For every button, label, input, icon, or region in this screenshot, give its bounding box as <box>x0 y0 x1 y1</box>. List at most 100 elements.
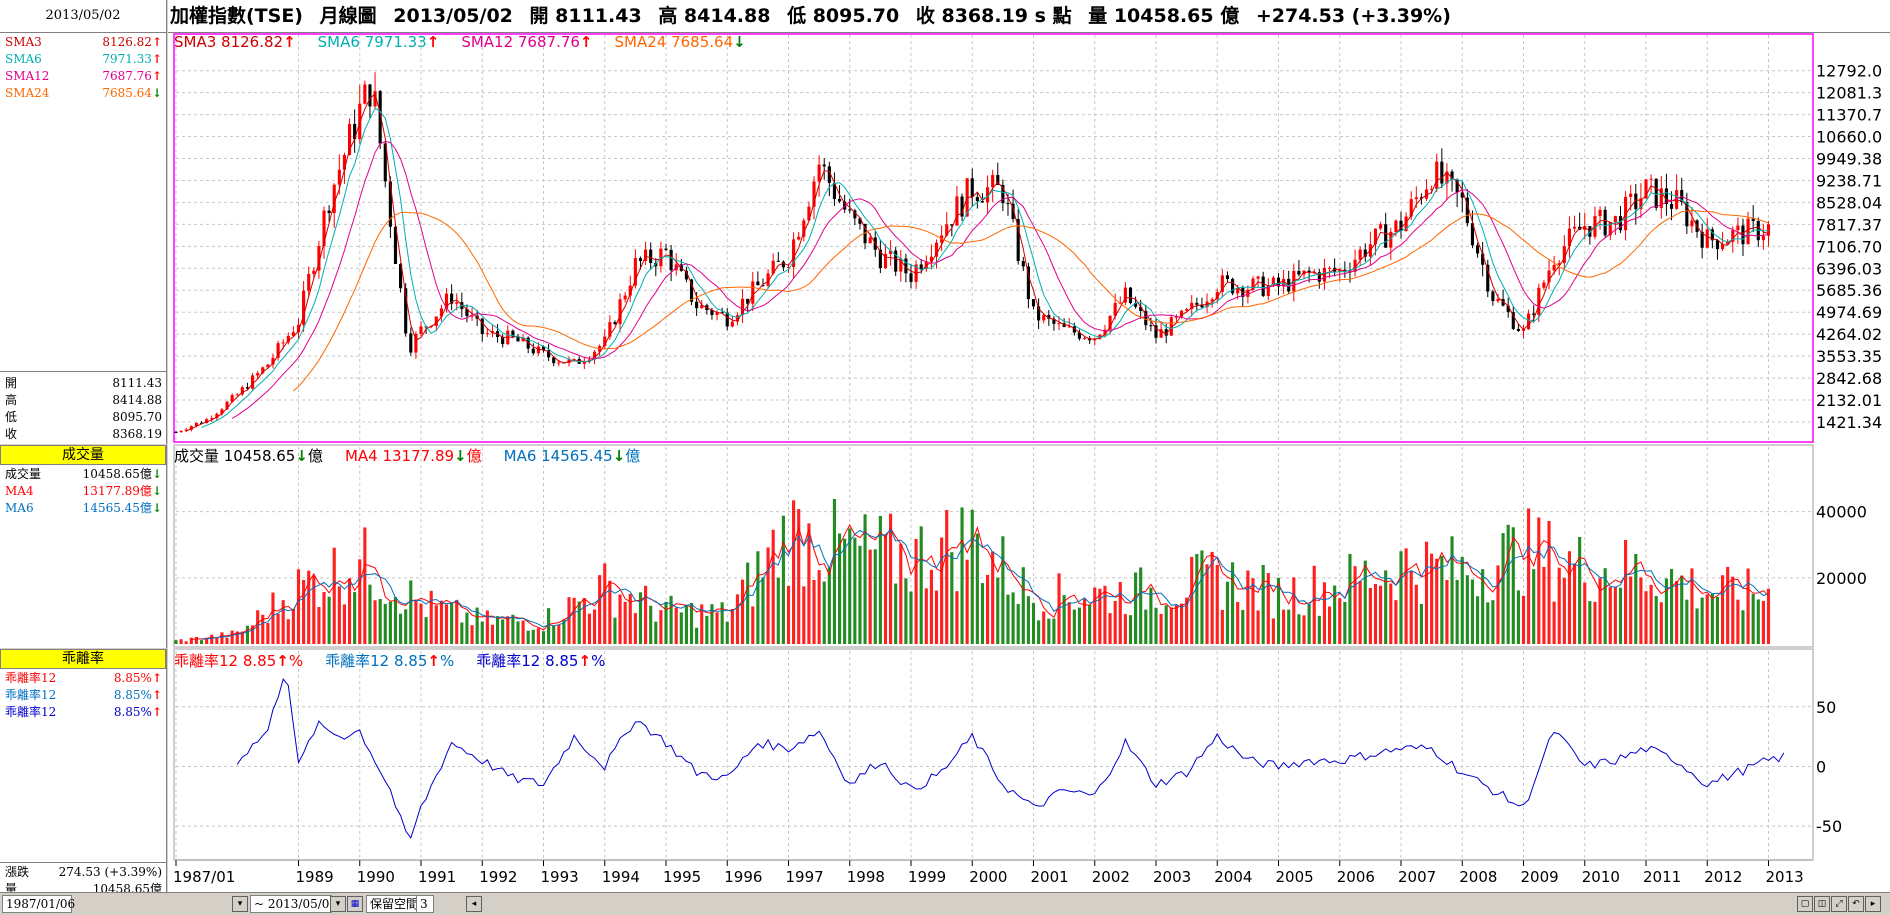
volume-bar <box>332 547 336 644</box>
volume-bar <box>1675 580 1679 644</box>
ohlc-label: 開 <box>5 376 18 390</box>
scroll-right-icon[interactable]: ▸ <box>1865 896 1881 912</box>
ohlc-value: 8095.70 <box>112 409 162 424</box>
volume-bar <box>664 601 668 644</box>
candle-body <box>1741 225 1745 245</box>
volume-bar <box>230 630 234 644</box>
volume-legend-item: MA4 13177.89↓億 <box>344 447 482 465</box>
candle-body <box>1134 303 1138 307</box>
header-high: 高 8414.88 <box>658 5 771 27</box>
candle-body <box>1675 190 1679 209</box>
candle-body <box>1266 285 1270 296</box>
volume-bar <box>1527 508 1531 644</box>
volume-bar <box>1200 550 1204 644</box>
volume-bar <box>1521 595 1526 644</box>
volume-bar <box>1047 618 1051 644</box>
candle-body <box>1108 315 1112 330</box>
candle-body <box>1261 276 1265 296</box>
volume-bar <box>960 507 964 644</box>
candle-body <box>1537 287 1541 315</box>
volume-bar <box>1373 583 1378 644</box>
toolbar-icon-2[interactable]: ⤢ <box>1831 896 1847 912</box>
volume-bar <box>414 599 418 644</box>
candle-body <box>807 206 811 221</box>
candle-body <box>1149 325 1153 327</box>
volume-bar <box>419 603 423 644</box>
candle-body <box>1169 317 1173 336</box>
candle-body <box>1159 329 1163 338</box>
volume-bar <box>1603 568 1607 644</box>
candle-body <box>184 429 188 431</box>
candle-body <box>1634 193 1638 210</box>
volume-bar <box>644 585 648 644</box>
x-tick-label: 1996 <box>724 868 762 886</box>
volume-bar <box>1271 618 1275 644</box>
price-legend-item: SMA3 8126.82↑ <box>174 33 296 51</box>
candle-body <box>1532 313 1536 315</box>
ohlc-value: 8368.19 <box>112 426 162 441</box>
volume-bar <box>286 619 290 644</box>
candle-body <box>812 181 816 207</box>
end-date-dropdown-icon[interactable]: ▾ <box>330 896 346 912</box>
arrow-up-icon: ↑ <box>579 33 593 51</box>
volume-bar <box>1399 551 1403 644</box>
volume-bar <box>853 537 857 644</box>
volume-bar <box>781 515 785 644</box>
volume-bar <box>735 594 740 644</box>
volume-bar <box>970 509 974 644</box>
zoom-icon[interactable]: ▢ <box>1797 896 1813 912</box>
volume-bar <box>1659 602 1663 644</box>
volume-bar <box>225 637 229 644</box>
scroll-left-icon[interactable]: ◂ <box>466 896 482 912</box>
candle-body <box>781 261 785 268</box>
bias-legend-item: 乖離率12 8.85↑% <box>174 652 304 670</box>
bias-label: 乖離率12 <box>5 688 57 702</box>
start-date-field[interactable]: 1987/01/06 <box>2 895 75 913</box>
candle-body <box>547 350 551 358</box>
candle-body <box>868 237 872 244</box>
volume-bar <box>1557 567 1561 644</box>
candle-body <box>1567 228 1572 247</box>
candle-body <box>1236 287 1240 294</box>
volume-bar <box>312 575 316 644</box>
volume-bar <box>1705 594 1709 644</box>
candle-body <box>205 419 209 424</box>
volume-bar <box>756 551 760 644</box>
volume-bar <box>873 549 877 644</box>
candle-body <box>1496 299 1500 302</box>
grid-toggle-icon[interactable]: ▦ <box>347 896 363 912</box>
candle-body <box>174 431 178 433</box>
volume-bar <box>1598 578 1602 644</box>
reserve-space-label: 保留空間 <box>366 895 418 913</box>
volume-bar <box>628 593 632 644</box>
volume-bar <box>1062 595 1066 644</box>
candle-body <box>1031 299 1036 307</box>
reserve-space-value[interactable]: 3 <box>416 895 434 913</box>
volume-bar <box>1736 599 1740 644</box>
volume-bar <box>1072 609 1076 644</box>
candle-body <box>730 321 734 327</box>
toolbar-icon-3[interactable]: ↶ <box>1848 896 1864 912</box>
candle-body <box>1164 329 1168 336</box>
toolbar-icon-1[interactable]: ◫ <box>1814 896 1830 912</box>
price-legend-item: SMA24 7685.64↓ <box>614 33 746 51</box>
candle-body <box>1282 278 1286 287</box>
candle-body <box>771 260 775 274</box>
candle-body <box>1185 309 1189 311</box>
candle-body <box>1139 306 1143 311</box>
candle-body <box>1736 225 1740 231</box>
bias-legend-item: 乖離率12 8.85↑% <box>325 652 455 670</box>
start-date-dropdown-icon[interactable]: ▾ <box>232 896 248 912</box>
candle-body <box>1230 278 1235 294</box>
bias-legend-unit: % <box>591 652 606 670</box>
volume-legend-unit: 億 <box>307 447 323 465</box>
volume-bar <box>1261 564 1265 644</box>
volume-bar <box>1680 575 1684 644</box>
candle-body <box>1761 235 1765 241</box>
volume-bar <box>1470 579 1475 644</box>
candle-body <box>1511 312 1515 329</box>
volume-bar <box>1256 610 1260 644</box>
volume-bar <box>1297 614 1301 644</box>
end-date-field[interactable]: ~ 2013/05/02 <box>250 895 337 913</box>
